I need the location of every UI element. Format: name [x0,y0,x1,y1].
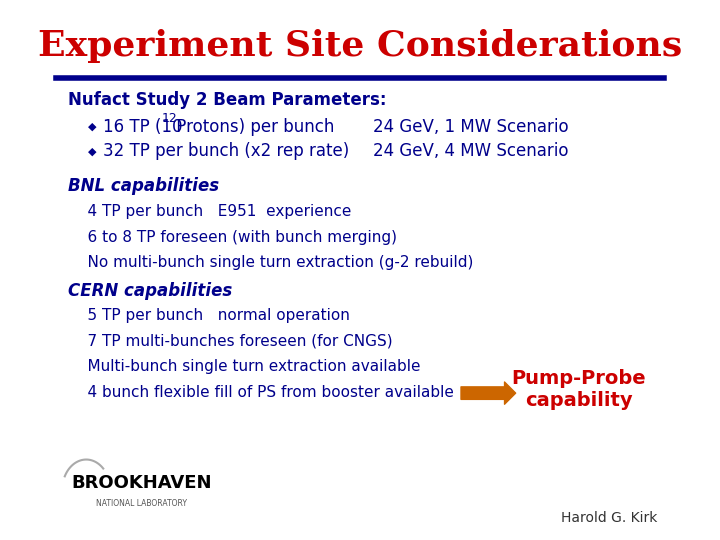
Text: Harold G. Kirk: Harold G. Kirk [562,511,658,525]
Text: BROOKHAVEN: BROOKHAVEN [71,474,212,492]
Text: 4 TP per bunch   E951  experience: 4 TP per bunch E951 experience [68,204,352,219]
Text: Multi-bunch single turn extraction available: Multi-bunch single turn extraction avail… [68,359,421,374]
Text: Protons) per bunch: Protons) per bunch [171,118,335,136]
Text: 4 bunch flexible fill of PS from booster available: 4 bunch flexible fill of PS from booster… [68,384,454,400]
Text: No multi-bunch single turn extraction (g-2 rebuild): No multi-bunch single turn extraction (g… [68,255,474,270]
Text: 5 TP per bunch   normal operation: 5 TP per bunch normal operation [68,308,351,323]
Text: NATIONAL LABORATORY: NATIONAL LABORATORY [96,499,187,508]
Text: ◆: ◆ [88,146,96,156]
Text: 12: 12 [161,112,177,125]
FancyArrowPatch shape [461,382,516,404]
Text: 16 TP (10: 16 TP (10 [104,118,183,136]
Text: 32 TP per bunch (x2 rep rate): 32 TP per bunch (x2 rep rate) [104,142,350,160]
Text: 7 TP multi-bunches foreseen (for CNGS): 7 TP multi-bunches foreseen (for CNGS) [68,334,393,349]
Text: CERN capabilities: CERN capabilities [68,281,233,300]
Text: 24 GeV, 1 MW Scenario: 24 GeV, 1 MW Scenario [373,118,568,136]
Text: ◆: ◆ [88,122,96,132]
Text: Pump-Probe
capability: Pump-Probe capability [511,369,646,410]
Text: 24 GeV, 4 MW Scenario: 24 GeV, 4 MW Scenario [373,142,568,160]
Text: BNL capabilities: BNL capabilities [68,177,220,195]
Text: Experiment Site Considerations: Experiment Site Considerations [38,29,682,63]
Text: Nufact Study 2 Beam Parameters:: Nufact Study 2 Beam Parameters: [68,91,387,109]
Text: 6 to 8 TP foreseen (with bunch merging): 6 to 8 TP foreseen (with bunch merging) [68,230,397,245]
